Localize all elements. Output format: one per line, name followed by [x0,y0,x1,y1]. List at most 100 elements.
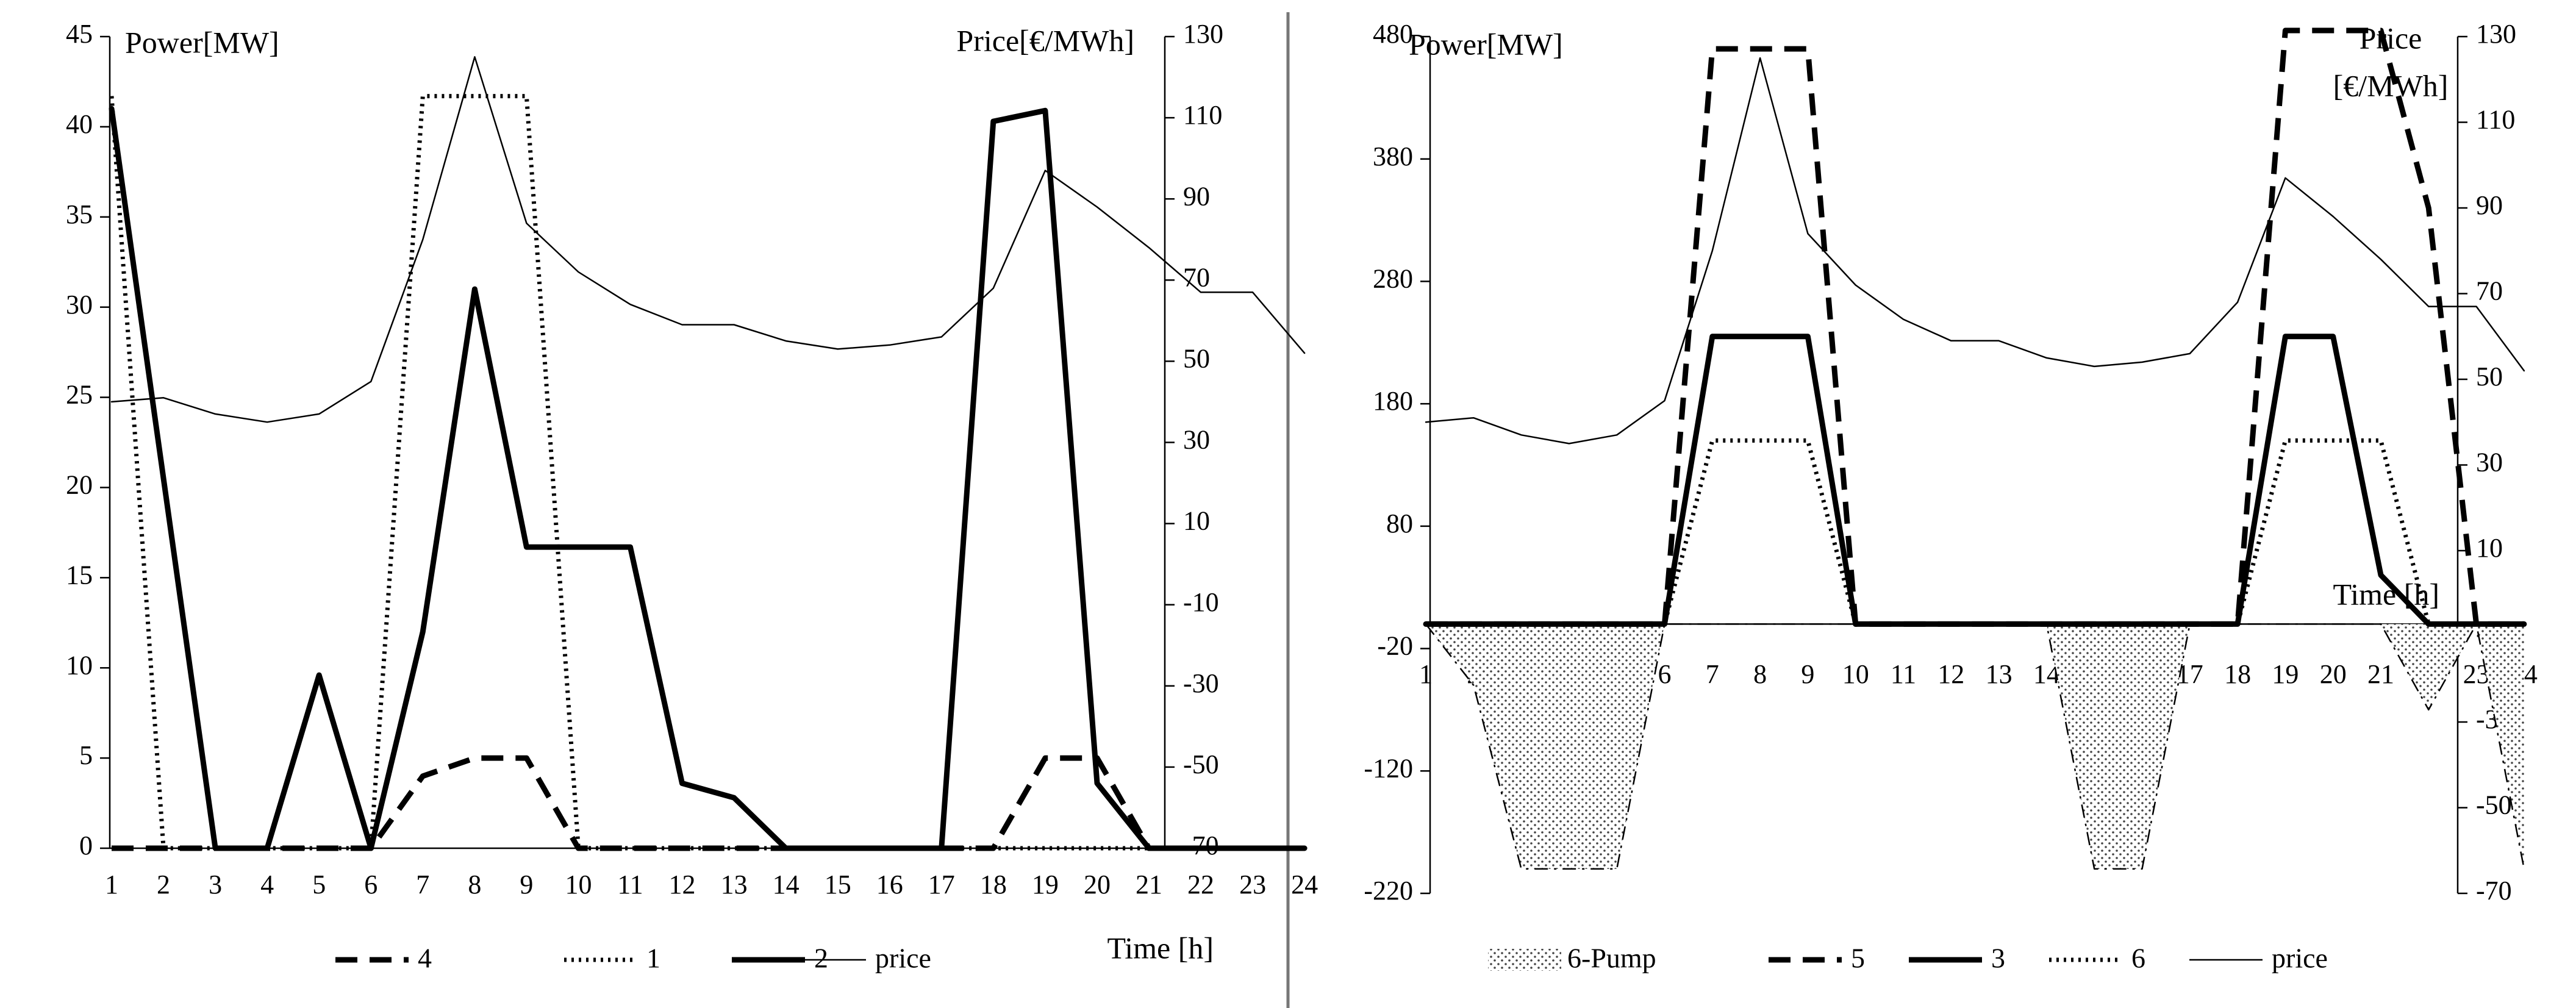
y-axis-title-right: Price [2360,21,2422,55]
y-tick-label-left: -120 [1364,753,1413,783]
y-tick-label-left: 20 [66,470,93,500]
x-tick-label: 20 [2320,659,2347,689]
series-1-line [109,94,1305,851]
x-tick-label: 10 [1842,659,1869,689]
x-tick-label: 16 [876,870,903,899]
left-chart: 051015202530354045-70-50-30-101030507090… [66,19,1318,973]
y-axis-title-left: Power[MW] [125,25,279,59]
y-axis-title-left: Power[MW] [1409,27,1563,61]
x-tick-label: 7 [1706,659,1719,689]
x-tick-label: 9 [520,870,533,899]
x-tick-label: 7 [416,870,429,899]
y-tick-label-left: 80 [1386,509,1413,538]
x-tick-label: 2 [157,870,170,899]
series-2-line [109,105,1308,851]
legend-label: 1 [646,943,660,974]
x-tick-label: 1 [1419,659,1433,689]
x-tick-label: 3 [209,870,222,899]
y-tick-label-left: 180 [1373,386,1413,416]
y-tick-label-left: 25 [66,380,93,410]
y-tick-label-right: 90 [1183,181,1210,211]
x-tick-label: 22 [1187,870,1214,899]
x-tick-label: 24 [1291,870,1318,899]
legend-label: 3 [1991,943,2005,974]
series-5-line [1426,27,2524,627]
y-tick-label-left: 280 [1373,264,1413,294]
y-tick-label-left: -220 [1364,876,1413,906]
series-price-line [1425,57,2525,445]
y-tick-label-right: 70 [1183,262,1210,292]
x-tick-label: 19 [2272,659,2299,689]
legend-label: 5 [1851,943,1865,974]
y-tick-label-right: 30 [2476,448,2503,477]
x-tick-label: 10 [565,870,592,899]
x-tick-label: 5 [312,870,326,899]
x-tick-label: 18 [2224,659,2251,689]
y-tick-label-right: 130 [2476,19,2516,49]
y-tick-label-right: 110 [1183,100,1222,130]
x-tick-label: 6 [1658,659,1672,689]
y-tick-label-right: -30 [1183,668,1219,698]
y-tick-label-left: -20 [1377,631,1413,661]
x-tick-label: 13 [1986,659,2012,689]
legend-label: 4 [418,943,432,974]
y-tick-label-left: 35 [66,199,93,229]
legend-label: 6 [2131,943,2145,974]
x-tick-label: 1 [105,870,118,899]
right-chart: -220-120-2080180280380480-70-50-30-10103… [1364,19,2538,973]
y-tick-label-left: 45 [66,19,93,49]
x-tick-label: 11 [1891,659,1916,689]
y-tick-label-right: 90 [2476,190,2503,220]
y-tick-label-right: 70 [2476,276,2503,306]
y-tick-label-right: 30 [1183,425,1210,455]
x-tick-label: 8 [1753,659,1767,689]
y-tick-label-right: 130 [1183,19,1223,49]
x-tick-label: 6 [364,870,377,899]
series-6-Pump-line [1425,623,2525,870]
x-tick-label: 8 [468,870,481,899]
y-tick-label-right: -50 [1183,749,1219,779]
y-tick-label-left: 0 [79,831,93,860]
series-6-line [1426,438,2524,626]
y-tick-label-right: 110 [2476,105,2515,135]
y-tick-label-right: 50 [2476,362,2503,391]
x-axis-title: Time [h] [1107,931,1214,965]
y-tick-label-left: 30 [66,290,93,320]
y-tick-label-left: 380 [1373,141,1413,171]
x-tick-label: 13 [721,870,748,899]
series-6-Pump-area [1426,624,2524,869]
legend-swatch [1488,949,1561,971]
x-tick-label: 11 [617,870,643,899]
legend-label: 6-Pump [1567,943,1656,974]
y-tick-label-left: 5 [79,740,93,770]
y-tick-label-left: 40 [66,109,93,139]
y-tick-label-right: 10 [2476,533,2503,563]
x-tick-label: 14 [773,870,800,899]
y-tick-label-left: 480 [1373,19,1413,49]
x-tick-label: 9 [1801,659,1814,689]
x-tick-label: 18 [980,870,1007,899]
x-tick-label: 15 [825,870,851,899]
y-axis-title-right: Price[€/MWh] [956,23,1134,57]
x-tick-label: 21 [1136,870,1162,899]
x-tick-label: 4 [260,870,274,899]
legend-label: price [875,943,931,974]
x-tick-label: 23 [1239,870,1266,899]
y-tick-label-left: 15 [66,560,93,590]
legend-label: price [2272,943,2328,974]
y-tick-label-right: 10 [1183,506,1210,536]
y-tick-label-right: -70 [2476,876,2512,906]
y-tick-label-left: 10 [66,650,93,680]
x-tick-label: 12 [669,870,696,899]
y-tick-label-right: -50 [2476,790,2512,820]
x-tick-label: 21 [2367,659,2394,689]
x-tick-label: 20 [1084,870,1111,899]
x-tick-label: 19 [1032,870,1059,899]
x-tick-label: 17 [928,870,955,899]
legend-label: 2 [814,943,828,974]
x-tick-label: 12 [1937,659,1964,689]
y-tick-label-right: 50 [1183,343,1210,373]
y-tick-label-right: -10 [1183,587,1219,617]
series-price-line [110,56,1306,423]
